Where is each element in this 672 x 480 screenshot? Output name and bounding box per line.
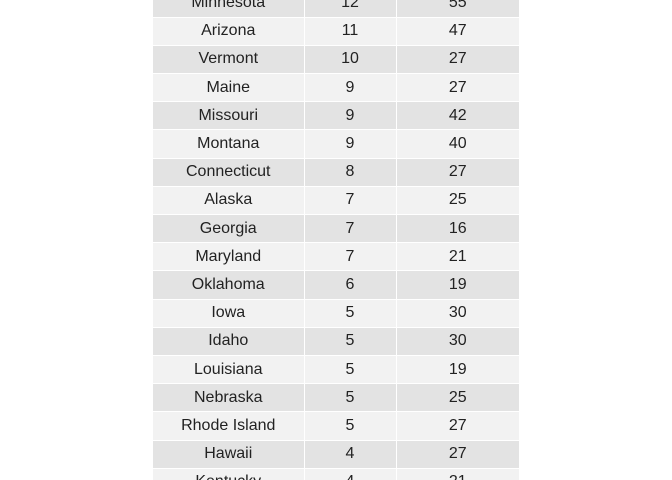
state-cell: Kentucky <box>153 468 305 480</box>
value-cell-2: 27 <box>396 411 519 441</box>
value-cell-1: 7 <box>304 214 397 244</box>
table-row: Montana 9 40 <box>153 129 519 159</box>
table-row: Kentucky421 <box>153 468 519 480</box>
state-cell: Connecticut <box>153 158 305 187</box>
value-cell-1: 10 <box>304 45 397 75</box>
table-row: Maryland 7 21 <box>153 242 519 272</box>
state-cell: Rhode Island <box>153 411 305 441</box>
table-row: Hawaii 4 27 <box>153 440 519 469</box>
state-cell: Iowa <box>153 299 305 328</box>
value-cell-1: 4 <box>304 468 397 480</box>
value-cell-2: 47 <box>396 17 519 46</box>
value-cell-2: 27 <box>396 45 519 75</box>
table-row: Louisiana 5 19 <box>153 355 519 385</box>
state-cell: Arizona <box>153 17 305 46</box>
state-cell: Minnesota <box>153 0 305 18</box>
table-row: Connecticut 8 27 <box>153 158 519 187</box>
state-cell: Hawaii <box>153 440 305 469</box>
state-cell: Missouri <box>153 101 305 131</box>
value-cell-1: 5 <box>304 327 397 356</box>
value-cell-2: 30 <box>396 299 519 328</box>
value-cell-2: 42 <box>396 101 519 131</box>
value-cell-2: 16 <box>396 214 519 244</box>
value-cell-1: 6 <box>304 270 397 300</box>
value-cell-2: 30 <box>396 327 519 356</box>
table-row: Missouri 9 42 <box>153 101 519 131</box>
value-cell-1: 8 <box>304 158 397 187</box>
value-cell-2: 27 <box>396 73 519 103</box>
value-cell-2: 21 <box>396 468 519 480</box>
table-row: Minnesota 12 55 <box>153 0 519 18</box>
state-cell: Georgia <box>153 214 305 244</box>
table-row: Idaho 5 30 <box>153 327 519 356</box>
value-cell-1: 11 <box>304 17 397 46</box>
value-cell-1: 5 <box>304 383 397 413</box>
value-cell-1: 5 <box>304 355 397 385</box>
value-cell-1: 9 <box>304 129 397 159</box>
value-cell-2: 27 <box>396 440 519 469</box>
state-cell: Maryland <box>153 242 305 272</box>
state-cell: Idaho <box>153 327 305 356</box>
state-cell: Oklahoma <box>153 270 305 300</box>
value-cell-2: 27 <box>396 158 519 187</box>
table-row: Maine 9 27 <box>153 73 519 103</box>
value-cell-2: 19 <box>396 270 519 300</box>
table-row: Iowa 5 30 <box>153 299 519 328</box>
table-row: Oklahoma 6 19 <box>153 270 519 300</box>
value-cell-2: 21 <box>396 242 519 272</box>
value-cell-1: 7 <box>304 186 397 216</box>
state-cell: Nebraska <box>153 383 305 413</box>
state-cell: Maine <box>153 73 305 103</box>
value-cell-1: 5 <box>304 411 397 441</box>
table-row: Georgia 7 16 <box>153 214 519 244</box>
value-cell-2: 55 <box>396 0 519 18</box>
value-cell-1: 5 <box>304 299 397 328</box>
table-row: Vermont 10 27 <box>153 45 519 75</box>
state-cell: Montana <box>153 129 305 159</box>
state-cell: Alaska <box>153 186 305 216</box>
state-cell: Louisiana <box>153 355 305 385</box>
table-row: Arizona 11 47 <box>153 17 519 46</box>
value-cell-1: 12 <box>304 0 397 18</box>
state-data-table: Minnesota 12 55 Arizona 11 47 Vermont 10 27 Maine… <box>153 0 519 480</box>
value-cell-2: 19 <box>396 355 519 385</box>
value-cell-1: 9 <box>304 73 397 103</box>
value-cell-2: 25 <box>396 186 519 216</box>
table-row: Rhode Island 5 27 <box>153 411 519 441</box>
value-cell-1: 9 <box>304 101 397 131</box>
state-cell: Vermont <box>153 45 305 75</box>
table-row: Nebraska 5 25 <box>153 383 519 413</box>
value-cell-1: 4 <box>304 440 397 469</box>
table-body: Minnesota 12 55 Arizona 11 47 Vermont 10 27 Maine… <box>153 0 519 480</box>
value-cell-1: 7 <box>304 242 397 272</box>
value-cell-2: 40 <box>396 129 519 159</box>
value-cell-2: 25 <box>396 383 519 413</box>
table-row: Alaska 7 25 <box>153 186 519 216</box>
